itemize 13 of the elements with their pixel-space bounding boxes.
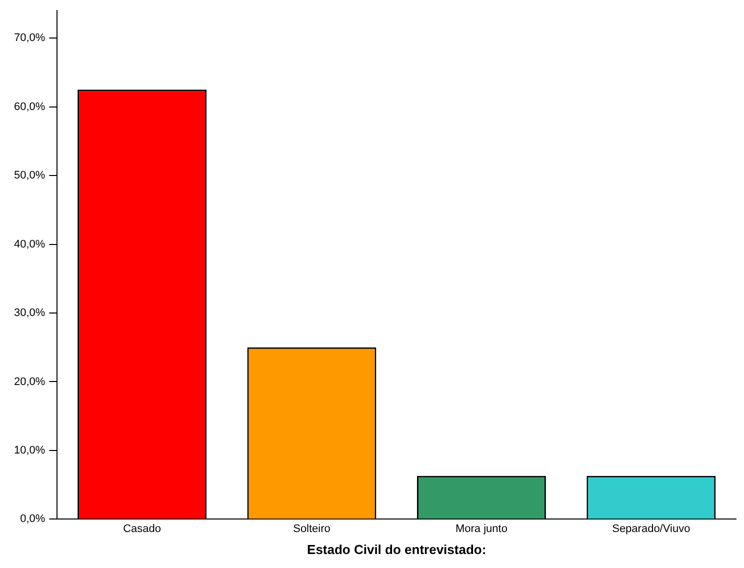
y-tick-label: 30,0% [14, 307, 46, 320]
y-tick-label: 70,0% [14, 32, 46, 44]
y-tick-label: 20,0% [14, 376, 46, 388]
y-tick-label: 40,0% [14, 238, 46, 250]
y-tick-label: 50,0% [14, 170, 46, 182]
y-tick-label: 10,0% [14, 444, 46, 456]
x-tick-label: Solteiro [293, 522, 330, 535]
y-tick-label: 0,0% [20, 513, 46, 526]
x-tick-label: Mora junto [455, 522, 508, 535]
x-axis-title: Estado Civil do entrevistado: [307, 542, 486, 557]
x-tick-label: Casado [123, 522, 161, 535]
y-tick-label: 60,0% [14, 100, 46, 113]
x-tick-label: Separado/Viuvo [612, 522, 690, 535]
